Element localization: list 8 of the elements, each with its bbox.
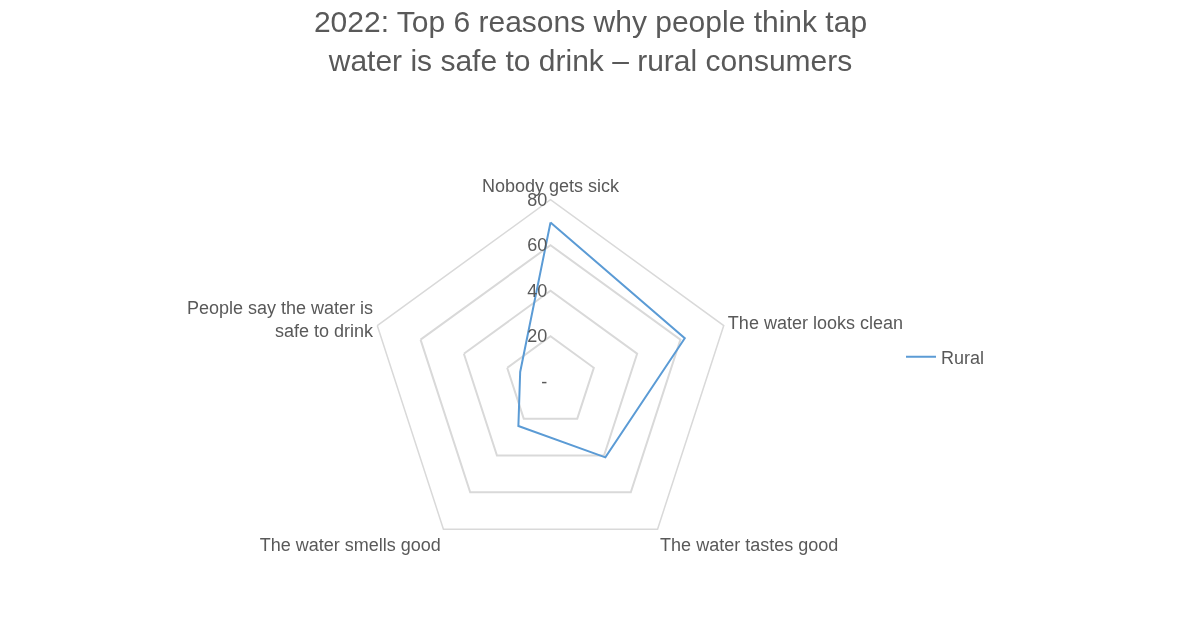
spoke-label: The water tastes good: [660, 535, 839, 555]
spoke-label: People say the water is safe to drink: [187, 297, 375, 342]
y-tick-label: 20: [527, 326, 548, 347]
spoke-label: The water smells good: [259, 535, 441, 555]
spoke-label: The water looks clean: [727, 313, 903, 334]
legend-label: Rural: [941, 347, 985, 368]
chart-title: 2022: Top 6 reasons why people think tap water is safe to drink – rural consumers: [313, 5, 868, 78]
y-tick-label: -: [541, 371, 548, 392]
